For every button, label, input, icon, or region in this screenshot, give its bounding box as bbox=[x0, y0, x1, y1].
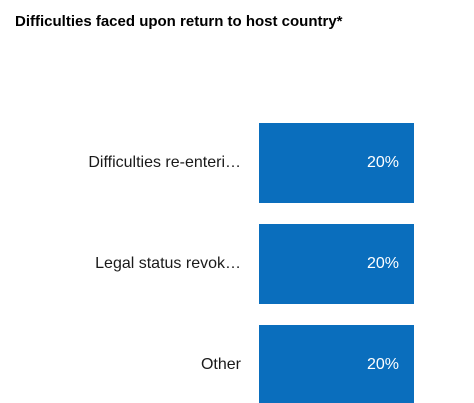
value-label-2: 20% bbox=[367, 255, 399, 272]
category-label-3: Other bbox=[201, 356, 242, 373]
category-label-2: Legal status revok… bbox=[95, 255, 241, 272]
bar-1 bbox=[259, 123, 414, 203]
bar-3 bbox=[259, 325, 414, 403]
bars-layer: Difficulties re-enteri… 20% Legal status r… bbox=[88, 123, 414, 403]
category-label-1: Difficulties re-enteri… bbox=[88, 154, 241, 171]
value-label-3: 20% bbox=[367, 356, 399, 373]
chart-title: Difficulties faced upon return to host c… bbox=[15, 13, 343, 30]
value-label-1: 20% bbox=[367, 154, 399, 171]
bar-2 bbox=[259, 224, 414, 304]
